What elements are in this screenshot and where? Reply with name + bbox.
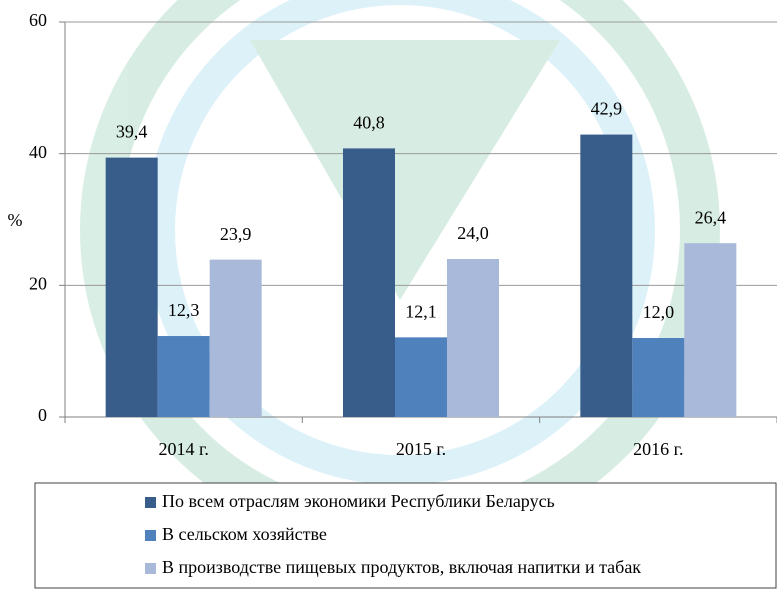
- bar: [632, 338, 684, 417]
- y-tick-label: 40: [29, 142, 47, 162]
- bar: [684, 243, 736, 417]
- legend-label: В производстве пищевых продуктов, включа…: [162, 557, 641, 577]
- legend-label: В сельском хозяйстве: [162, 524, 327, 544]
- page: {"chart_data": {"type": "bar", "categori…: [0, 0, 777, 589]
- bar: [447, 259, 499, 417]
- bar: [395, 337, 447, 417]
- value-label: 24,0: [457, 223, 489, 243]
- y-tick-label: 0: [38, 405, 47, 425]
- y-tick-label: 60: [29, 10, 47, 30]
- value-label: 39,4: [116, 122, 148, 142]
- value-label: 40,8: [353, 113, 385, 133]
- chart: % 0 20 40 60 2014 г. 39,4 12,3 23,9 2015 г. 40,8 1…: [0, 0, 777, 589]
- legend-swatch: [145, 563, 156, 574]
- bar: [106, 158, 158, 417]
- x-tick-label: 2016 г.: [633, 439, 683, 459]
- value-label: 12,3: [168, 300, 200, 320]
- value-label: 12,1: [405, 301, 437, 321]
- value-label: 42,9: [591, 99, 623, 119]
- y-axis-label: %: [8, 210, 23, 230]
- bar: [343, 148, 395, 417]
- bar: [158, 336, 210, 417]
- y-tick-label: 20: [29, 273, 47, 293]
- x-tick-label: 2015 г.: [396, 439, 446, 459]
- x-tick-label: 2014 г.: [158, 439, 208, 459]
- bar: [580, 135, 632, 417]
- bar: [210, 260, 262, 417]
- value-label: 23,9: [220, 224, 252, 244]
- legend-swatch: [145, 497, 156, 508]
- legend-label: По всем отраслям экономики Республики Бе…: [162, 491, 555, 511]
- legend-swatch: [145, 530, 156, 541]
- value-label: 12,0: [643, 302, 675, 322]
- value-label: 26,4: [695, 207, 727, 227]
